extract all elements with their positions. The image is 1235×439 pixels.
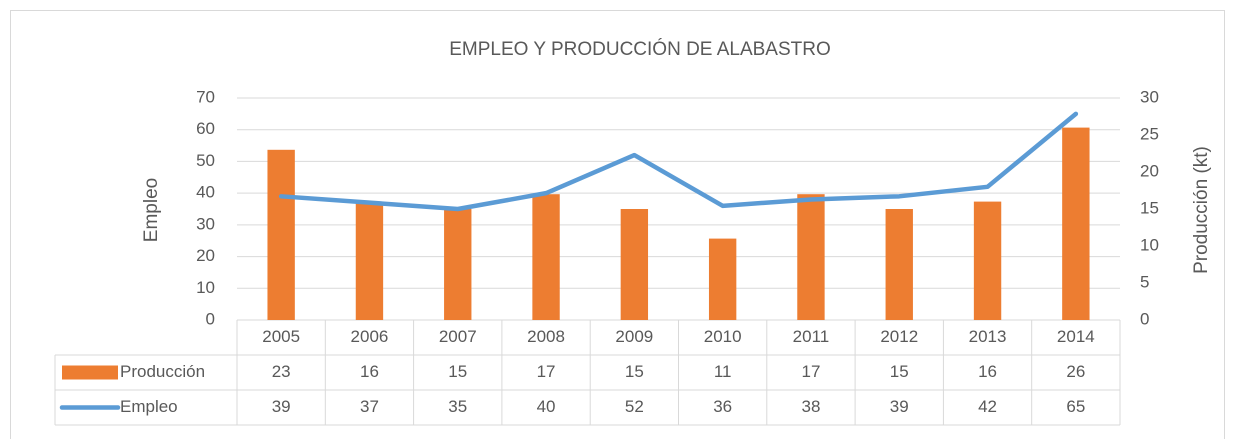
data-label: 39	[890, 397, 909, 416]
x-tick-label: 2009	[615, 327, 653, 346]
x-tick-label: 2012	[880, 327, 918, 346]
data-label: 65	[1066, 397, 1085, 416]
data-label: 36	[713, 397, 732, 416]
x-tick-label: 2014	[1057, 327, 1095, 346]
chart-border	[10, 10, 1225, 439]
data-label: 17	[801, 362, 820, 381]
y2-tick-label: 15	[1140, 198, 1159, 217]
y2-tick-label: 20	[1140, 161, 1159, 180]
data-label: 35	[448, 397, 467, 416]
data-label: 37	[360, 397, 379, 416]
chart-title: EMPLEO Y PRODUCCIÓN DE ALABASTRO	[449, 38, 831, 60]
x-tick-label: 2007	[439, 327, 477, 346]
data-label: 26	[1066, 362, 1085, 381]
y-tick-label: 10	[196, 278, 215, 297]
y-tick-label: 60	[196, 119, 215, 138]
y2-tick-label: 10	[1140, 235, 1159, 254]
y-tick-label: 70	[196, 87, 215, 106]
y2-tick-label: 0	[1140, 309, 1149, 328]
bar	[532, 194, 560, 320]
bar	[444, 209, 472, 320]
x-tick-label: 2006	[351, 327, 389, 346]
x-tick-label: 2008	[527, 327, 565, 346]
x-tick-label: 2013	[969, 327, 1007, 346]
y-axis-label: Empleo	[141, 178, 162, 242]
y-tick-label: 20	[196, 246, 215, 265]
line	[278, 111, 1079, 212]
x-tick-label: 2005	[262, 327, 300, 346]
data-label: 17	[537, 362, 556, 381]
x-tick-label: 2011	[793, 327, 830, 346]
bar	[355, 201, 384, 320]
data-label: 11	[714, 362, 732, 381]
bar	[1062, 127, 1090, 320]
data-label: 16	[978, 362, 997, 381]
bar	[885, 209, 913, 320]
legend-key	[62, 365, 118, 380]
y-tick-label: 30	[196, 214, 215, 233]
legend-label: Empleo	[120, 397, 178, 416]
bar	[708, 238, 737, 320]
y-tick-label: 0	[206, 309, 215, 328]
y-tick-label: 40	[196, 183, 215, 202]
bar	[620, 209, 649, 320]
data-label: 38	[801, 397, 820, 416]
y2-tick-label: 5	[1140, 272, 1149, 291]
data-label: 15	[890, 362, 909, 381]
bar	[267, 149, 295, 320]
data-label: 52	[625, 397, 644, 416]
y-tick-label: 50	[196, 151, 215, 170]
y2-tick-label: 30	[1140, 87, 1159, 106]
y2-axis-label: Producción (kt)	[1191, 146, 1212, 274]
data-label: 40	[537, 397, 556, 416]
data-label: 42	[978, 397, 997, 416]
legend-label: Producción	[120, 362, 205, 381]
bar	[797, 194, 825, 320]
data-label: 15	[625, 362, 644, 381]
y2-tick-label: 25	[1140, 124, 1159, 143]
data-label: 39	[272, 397, 291, 416]
data-label: 16	[360, 362, 379, 381]
data-label: 23	[272, 362, 291, 381]
x-tick-label: 2010	[704, 327, 742, 346]
data-label: 15	[448, 362, 467, 381]
bar	[973, 201, 1002, 320]
